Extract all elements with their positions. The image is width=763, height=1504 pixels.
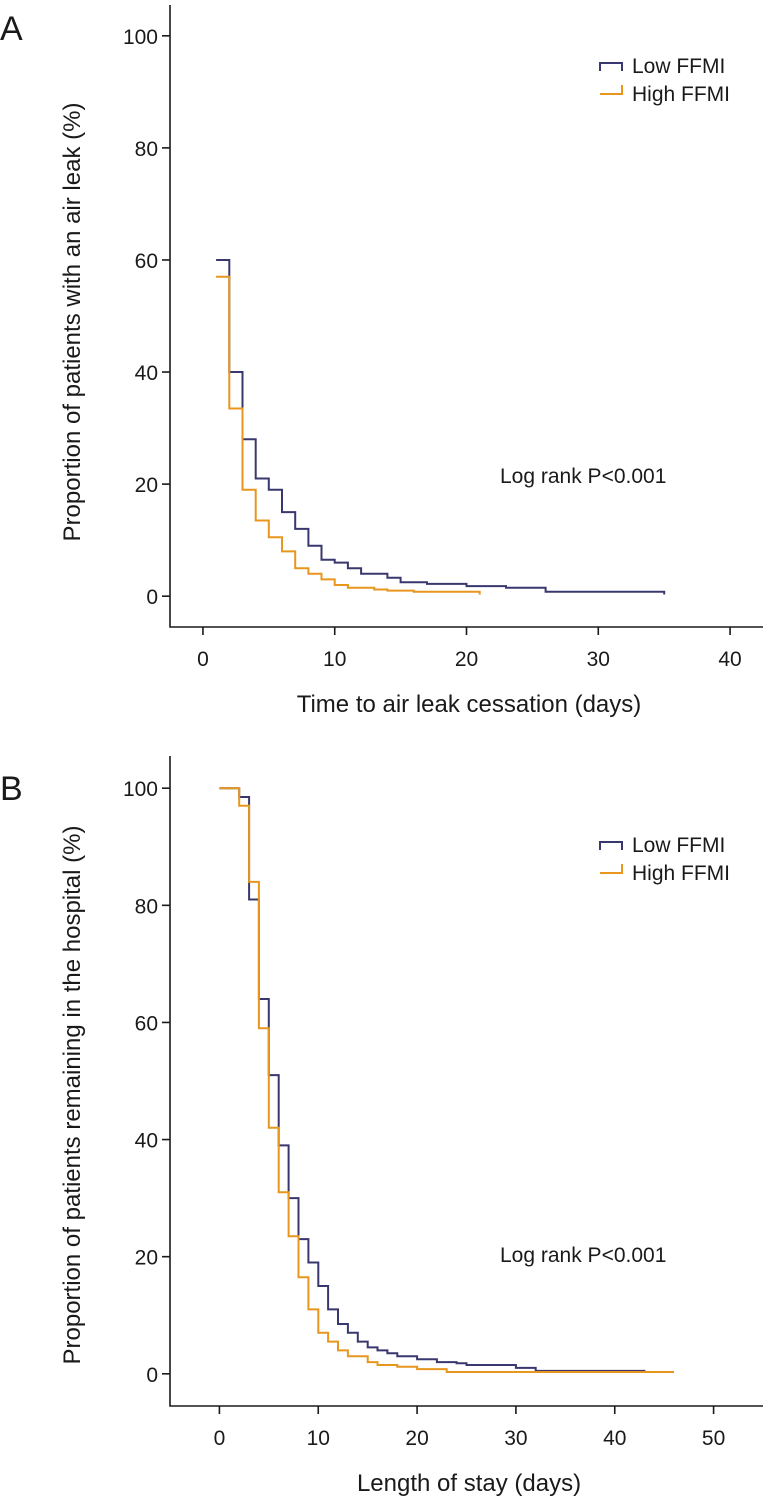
panel-b-legend: Low FFMI High FFMI (599, 834, 730, 885)
panel-b-x-tick-label: 50 (702, 1427, 725, 1450)
panel-b: B 0 10 20 30 40 50 0 20 40 60 80 100 Length of stay… (0, 756, 763, 1497)
panel-a-legend-label-low: Low FFMI (632, 55, 725, 78)
panel-a-label: A (0, 10, 23, 48)
panel-b-axes (169, 756, 763, 1407)
panel-a-x-tick-label: 30 (587, 648, 610, 671)
panel-a-y-tick-label: 100 (123, 26, 158, 49)
panel-a-y-tick-label: 80 (135, 138, 158, 161)
panel-a-axes (169, 5, 763, 628)
panel-b-x-tick-label: 10 (307, 1427, 330, 1450)
panel-a-legend-swatch-low (599, 62, 623, 71)
panel-a-x-axis-title: Time to air leak cessation (days) (297, 691, 642, 718)
panel-a-y-tick-label: 0 (146, 586, 158, 609)
panel-a-log-rank-annotation: Log rank P<0.001 (500, 465, 666, 488)
panel-b-log-rank-annotation: Log rank P<0.001 (500, 1244, 666, 1267)
panel-b-y-tick-label: 20 (135, 1247, 158, 1270)
panel-b-legend-label-low: Low FFMI (632, 834, 725, 857)
panel-b-x-tick-label: 40 (603, 1427, 626, 1450)
panel-b-series-low-ffmi (219, 787, 646, 1372)
panel-a-y-axis-title: Proportion of patients with an air leak … (59, 103, 86, 542)
panel-a-y-tick-label: 20 (135, 474, 158, 497)
panel-b-x-axis-title: Length of stay (days) (357, 1470, 581, 1497)
panel-b-legend-swatch-high (600, 864, 623, 874)
panel-a-legend-label-high: High FFMI (632, 83, 730, 106)
panel-a-legend-swatch-high (600, 85, 623, 95)
panel-b-y-tick-label: 0 (146, 1364, 158, 1387)
panel-b-y-tick-label: 80 (135, 895, 158, 918)
panel-a-legend: Low FFMI High FFMI (599, 55, 730, 106)
panel-a-x-tick-label: 10 (323, 648, 346, 671)
panel-a: A 0 10 20 30 40 0 20 40 60 80 100 Time to air leak… (0, 5, 763, 718)
panel-a-series-high-ffmi (216, 275, 481, 595)
panel-b-y-tick-label: 60 (135, 1012, 158, 1035)
panel-a-x-tick-label: 40 (718, 648, 741, 671)
panel-b-y-tick-label: 100 (123, 778, 158, 801)
panel-b-legend-label-high: High FFMI (632, 862, 730, 885)
panel-b-y-tick-label: 40 (135, 1130, 158, 1153)
panel-b-label: B (0, 770, 23, 808)
panel-a-ticks: 0 10 20 30 40 0 20 40 60 80 100 (123, 26, 742, 671)
panel-a-x-tick-label: 0 (197, 648, 209, 671)
panel-a-x-tick-label: 20 (455, 648, 478, 671)
panel-b-x-tick-label: 30 (504, 1427, 527, 1450)
panel-b-y-axis-title: Proportion of patients remaining in the … (59, 826, 86, 1365)
panel-b-x-tick-label: 20 (405, 1427, 428, 1450)
panel-b-ticks: 0 10 20 30 40 50 0 20 40 60 80 100 (123, 778, 725, 1450)
panel-a-series-low-ffmi (216, 259, 666, 595)
panel-b-series-high-ffmi (219, 787, 674, 1373)
panel-a-y-tick-label: 40 (135, 362, 158, 385)
panel-b-x-tick-label: 0 (214, 1427, 226, 1450)
panel-b-legend-swatch-low (599, 841, 623, 850)
panel-a-y-tick-label: 60 (135, 250, 158, 273)
